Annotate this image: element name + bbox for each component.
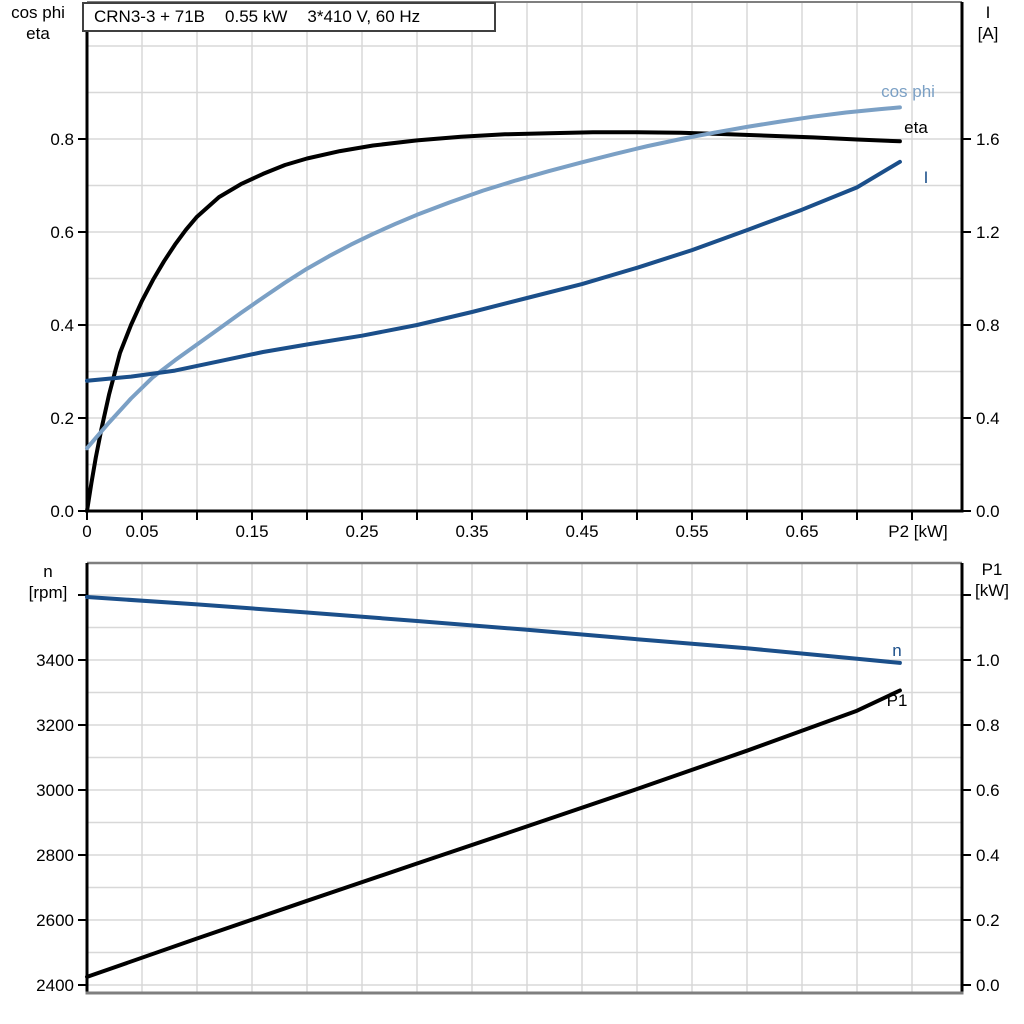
voltage-frequency-label: 3*410 V, 60 Hz xyxy=(307,7,421,26)
y-tick-label: 0.8 xyxy=(50,130,74,149)
input-power-unit-label: [kW] xyxy=(975,581,1009,600)
y-tick-label: 2400 xyxy=(36,976,74,995)
x-tick-label: 0.25 xyxy=(345,522,378,541)
x-tick-label: 0.05 xyxy=(125,522,158,541)
y-tick-label: 0.0 xyxy=(50,502,74,521)
curve-label-eta: eta xyxy=(904,118,928,137)
speed-unit-label: [rpm] xyxy=(28,583,68,602)
x-tick-label: 0.55 xyxy=(675,522,708,541)
y-tick-label: 1.6 xyxy=(976,130,1000,149)
curve-label-input-power: P1 xyxy=(886,691,908,710)
y-tick-label: 0.0 xyxy=(976,502,1000,521)
lower-right-axis-title: P1 [kW] xyxy=(966,559,1018,601)
rated-power-label: 0.55 kW xyxy=(225,7,288,26)
curve-eta xyxy=(85,130,902,513)
speed-axis-label: n xyxy=(43,562,53,581)
y-tick-label: 2600 xyxy=(36,911,74,930)
x-tick-label: 0.65 xyxy=(785,522,818,541)
curve-n xyxy=(85,595,902,665)
y-tick-label: 0.8 xyxy=(976,316,1000,335)
y-tick-label: 1.2 xyxy=(976,223,1000,242)
y-tick-label: 1.0 xyxy=(976,651,1000,670)
y-tick-label: 0.0 xyxy=(976,976,1000,995)
current-axis-label: I xyxy=(985,3,991,22)
pump-model-label: CRN3-3 + 71B xyxy=(94,7,206,26)
curve-label-cos-phi: cos phi xyxy=(881,82,935,101)
curve-I xyxy=(85,159,902,383)
cos-phi-axis-label: cos phi xyxy=(11,3,65,22)
y-tick-label: 0.2 xyxy=(976,911,1000,930)
y-tick-label: 0.8 xyxy=(976,716,1000,735)
eta-axis-label: eta xyxy=(26,24,50,43)
y-tick-label: 0.4 xyxy=(50,316,74,335)
y-tick-label: 0.2 xyxy=(50,409,74,428)
y-tick-label: 3000 xyxy=(36,781,74,800)
x-tick-label: 0.15 xyxy=(235,522,268,541)
y-tick-label: 0.6 xyxy=(50,223,74,242)
curve-label-current: I xyxy=(923,168,929,187)
x-tick-label: 0 xyxy=(82,522,91,541)
current-unit-label: [A] xyxy=(977,24,999,43)
curve-label-speed: n xyxy=(892,641,902,660)
upper-left-axis-title: cos phi eta xyxy=(0,2,76,44)
chart-title-box: CRN3-3 + 71B 0.55 kW 3*410 V, 60 Hz xyxy=(82,2,496,32)
x-axis-unit-label: P2 [kW] xyxy=(888,522,948,541)
upper-right-axis-title: I [A] xyxy=(962,2,1014,44)
y-tick-label: 0.6 xyxy=(976,781,1000,800)
y-tick-label: 0.4 xyxy=(976,409,1000,428)
x-tick-label: 0.45 xyxy=(565,522,598,541)
curve-cos-phi xyxy=(85,105,902,451)
input-power-axis-label: P1 xyxy=(981,560,1003,579)
y-tick-label: 3400 xyxy=(36,651,74,670)
y-tick-label: 0.4 xyxy=(976,846,1000,865)
lower-left-axis-title: n [rpm] xyxy=(10,561,86,603)
y-tick-label: 3200 xyxy=(36,716,74,735)
y-tick-label: 2800 xyxy=(36,846,74,865)
x-tick-label: 0.35 xyxy=(455,522,488,541)
curve-P1 xyxy=(85,688,902,979)
